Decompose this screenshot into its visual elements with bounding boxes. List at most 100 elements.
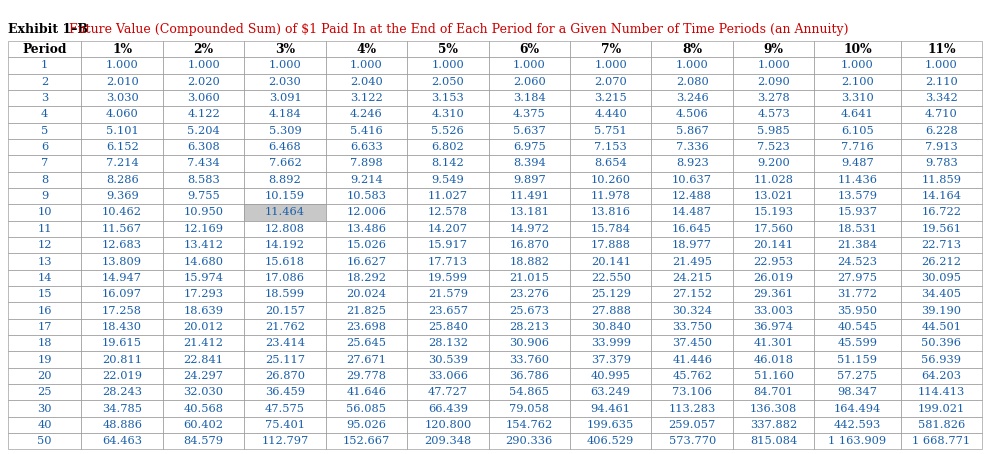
Text: 13.181: 13.181	[510, 207, 549, 217]
Bar	[407, 106, 489, 123]
Bar	[815, 302, 900, 319]
Bar	[407, 368, 489, 384]
Bar	[326, 400, 407, 417]
Bar	[651, 270, 733, 286]
Text: 1.000: 1.000	[758, 60, 790, 70]
Text: 46.018: 46.018	[754, 355, 793, 365]
Bar	[407, 90, 489, 106]
Bar	[900, 253, 982, 270]
Bar	[244, 237, 326, 253]
Bar	[815, 90, 900, 106]
Bar	[163, 417, 244, 433]
Text: 12.808: 12.808	[265, 224, 305, 234]
Bar	[8, 237, 82, 253]
Text: 14.680: 14.680	[184, 257, 223, 266]
Bar	[82, 204, 163, 221]
Bar	[733, 417, 815, 433]
Bar	[244, 221, 326, 237]
Bar	[570, 106, 651, 123]
Text: 16.870: 16.870	[510, 240, 549, 250]
Bar	[326, 417, 407, 433]
Bar	[163, 270, 244, 286]
Bar	[8, 155, 82, 172]
Bar	[326, 188, 407, 204]
Bar	[815, 188, 900, 204]
Text: 154.762: 154.762	[506, 420, 553, 430]
Text: 9%: 9%	[764, 43, 783, 55]
Text: 1.000: 1.000	[187, 60, 220, 70]
Text: 66.439: 66.439	[428, 404, 467, 414]
Bar	[82, 221, 163, 237]
Bar	[8, 286, 82, 302]
Bar	[570, 41, 651, 57]
Bar	[326, 123, 407, 139]
Text: 10.462: 10.462	[102, 207, 142, 217]
Text: 17: 17	[37, 322, 52, 332]
Text: 10.637: 10.637	[672, 175, 712, 185]
Bar	[815, 155, 900, 172]
Text: 2.010: 2.010	[106, 77, 139, 87]
Bar	[82, 368, 163, 384]
Bar	[326, 74, 407, 90]
Text: 3.091: 3.091	[269, 93, 301, 103]
Bar	[900, 90, 982, 106]
Text: 30.840: 30.840	[590, 322, 631, 332]
Text: 13.809: 13.809	[102, 257, 142, 266]
Text: 4.573: 4.573	[758, 109, 790, 119]
Bar	[82, 433, 163, 449]
Text: 3.153: 3.153	[432, 93, 464, 103]
Bar	[82, 286, 163, 302]
Bar	[244, 417, 326, 433]
Text: 25.673: 25.673	[510, 306, 549, 316]
Text: 63.249: 63.249	[590, 387, 631, 397]
Bar	[163, 237, 244, 253]
Text: 51.159: 51.159	[837, 355, 878, 365]
Text: 11: 11	[37, 224, 52, 234]
Bar	[651, 41, 733, 57]
Bar	[651, 384, 733, 400]
Bar	[651, 302, 733, 319]
Text: 24.523: 24.523	[837, 257, 878, 266]
Bar	[651, 106, 733, 123]
Text: 9.783: 9.783	[925, 158, 957, 168]
Text: 19.615: 19.615	[102, 338, 142, 348]
Text: 14.164: 14.164	[921, 191, 961, 201]
Bar	[163, 302, 244, 319]
Bar	[733, 286, 815, 302]
Bar	[815, 237, 900, 253]
Text: 25: 25	[37, 387, 52, 397]
Bar	[82, 270, 163, 286]
Text: 20.141: 20.141	[590, 257, 631, 266]
Text: 8.142: 8.142	[432, 158, 464, 168]
Bar	[326, 270, 407, 286]
Bar	[489, 351, 570, 368]
Text: 17.086: 17.086	[265, 273, 305, 283]
Bar	[489, 319, 570, 335]
Text: 114.413: 114.413	[918, 387, 965, 397]
Bar	[815, 172, 900, 188]
Bar	[733, 433, 815, 449]
Text: 2.070: 2.070	[594, 77, 627, 87]
Bar	[326, 172, 407, 188]
Bar	[163, 384, 244, 400]
Text: 4.710: 4.710	[925, 109, 957, 119]
Bar	[489, 253, 570, 270]
Text: 113.283: 113.283	[668, 404, 715, 414]
Text: 6%: 6%	[520, 43, 539, 55]
Bar	[570, 335, 651, 351]
Text: 10.260: 10.260	[590, 175, 631, 185]
Bar	[489, 204, 570, 221]
Text: 3.030: 3.030	[106, 93, 139, 103]
Text: Period: Period	[23, 43, 67, 55]
Text: 41.446: 41.446	[672, 355, 712, 365]
Text: 5.526: 5.526	[432, 126, 464, 136]
Text: 10.950: 10.950	[184, 207, 223, 217]
Bar	[407, 57, 489, 74]
Bar	[570, 433, 651, 449]
Text: 2.020: 2.020	[187, 77, 220, 87]
Text: 11.027: 11.027	[428, 191, 467, 201]
Text: 17.560: 17.560	[754, 224, 793, 234]
Bar	[900, 335, 982, 351]
Bar	[8, 204, 82, 221]
Text: 16.645: 16.645	[672, 224, 712, 234]
